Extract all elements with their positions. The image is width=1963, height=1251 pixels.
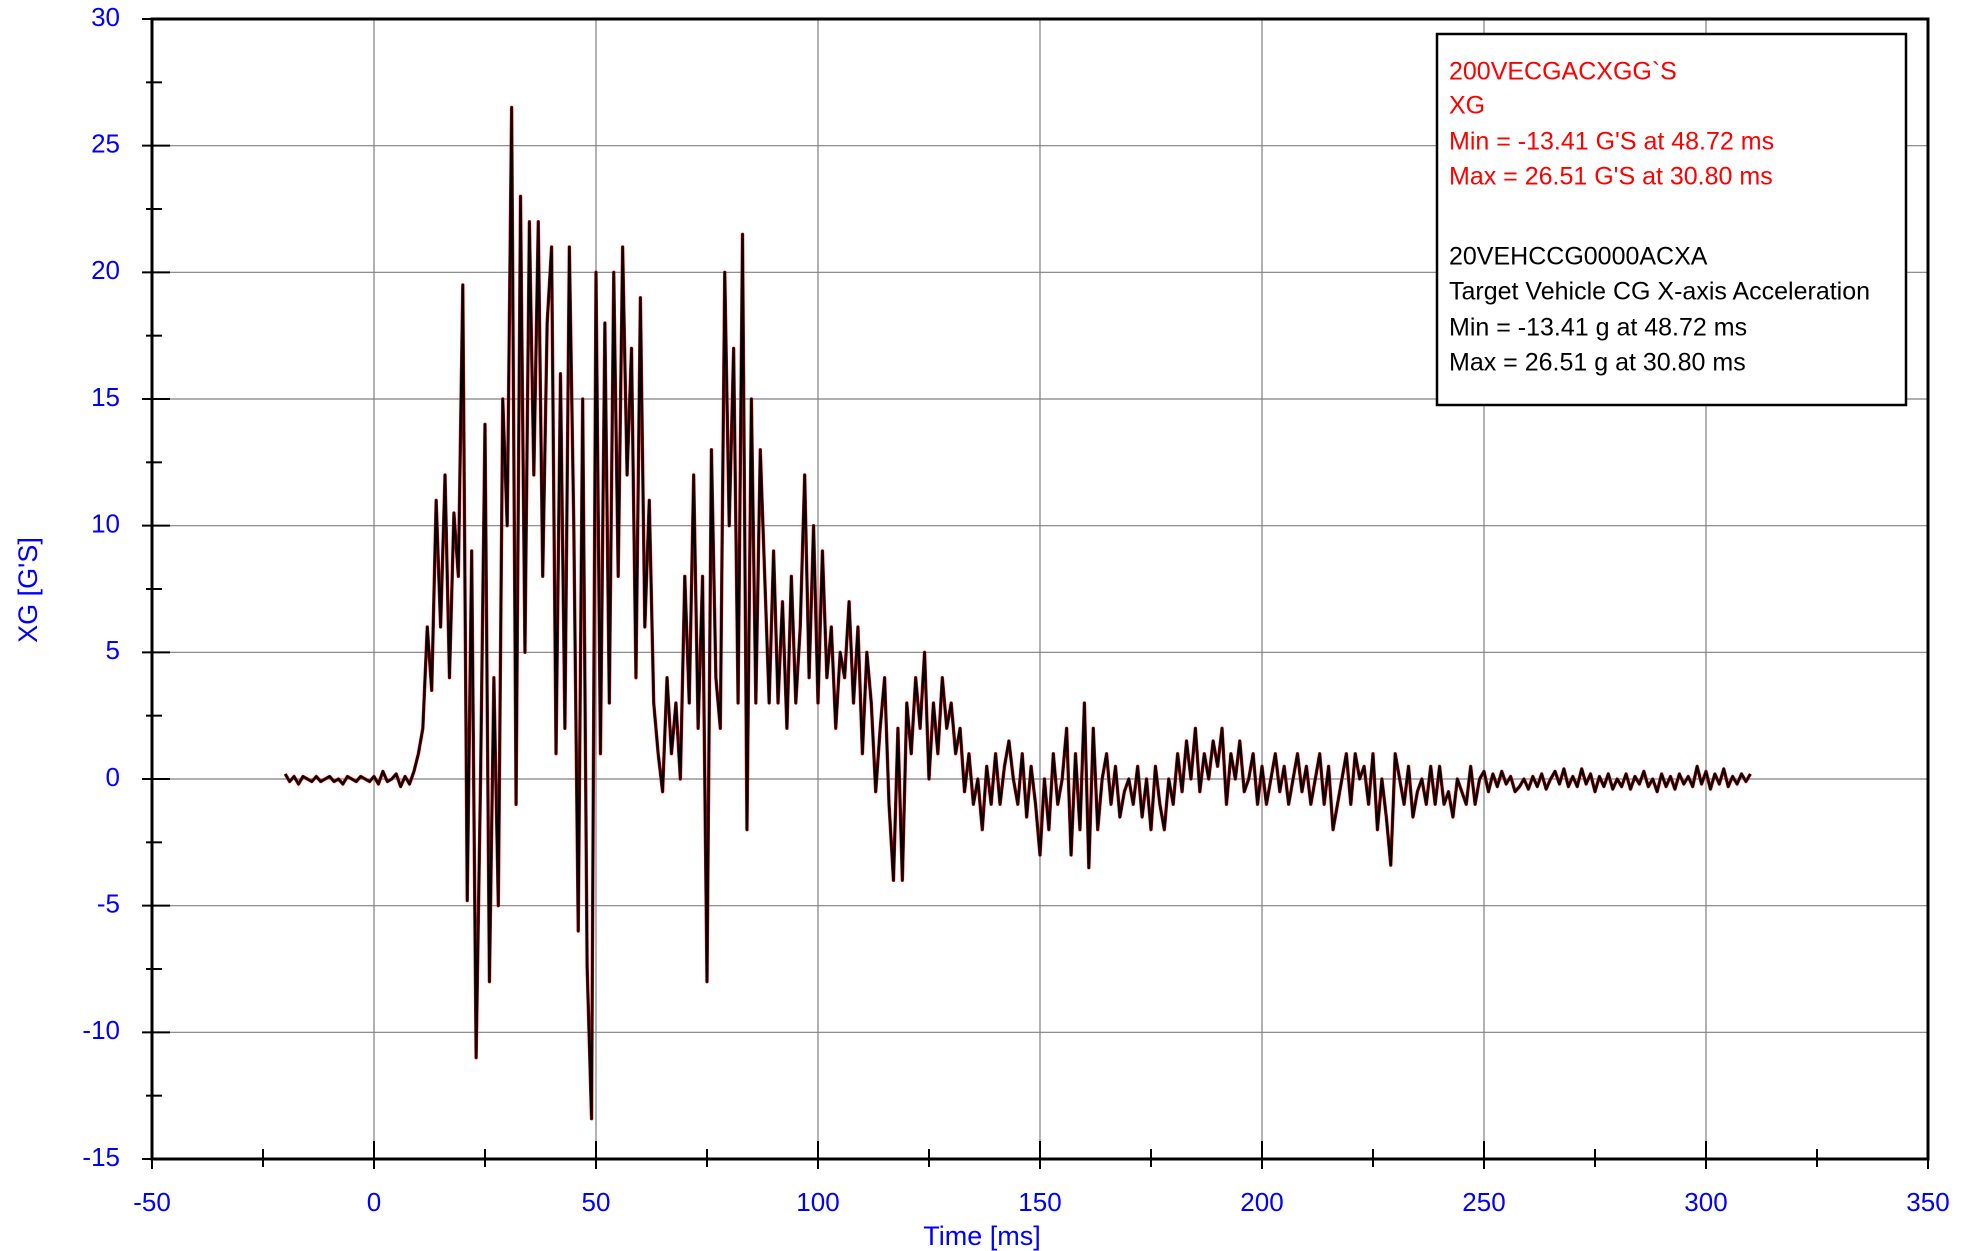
y-tick-label: -5 (97, 889, 120, 919)
legend-text: 20VEHCCG0000ACXA (1449, 243, 1708, 271)
legend-text: Max = 26.51 g at 30.80 ms (1449, 349, 1746, 377)
x-tick-label: 100 (796, 1187, 839, 1217)
x-axis-label: Time [ms] (923, 1221, 1041, 1251)
legend-box (1435, 32, 1908, 407)
legend-text: Min = -13.41 g at 48.72 ms (1449, 314, 1747, 342)
x-tick-label: 200 (1240, 1187, 1283, 1217)
y-tick-label: 15 (91, 382, 120, 412)
y-axis-label: XG [G'S] (13, 537, 43, 643)
legend-text: Max = 26.51 G'S at 30.80 ms (1449, 163, 1773, 191)
y-tick-label: 20 (91, 255, 120, 285)
x-tick-label: 350 (1906, 1187, 1949, 1217)
x-tick-label: 0 (367, 1187, 381, 1217)
legend-text: 200VECGACXGG`S (1449, 58, 1677, 86)
y-tick-label: 10 (91, 509, 120, 539)
ticks: -50 0 50 100 150 200 250 300 350-15-10-505101520… (82, 2, 1949, 1217)
x-tick-label: -50 (133, 1187, 171, 1217)
plot-lines (283, 105, 1752, 1121)
series-line (284, 106, 1752, 1120)
y-tick-label: 30 (91, 2, 120, 32)
x-tick-label: 250 (1462, 1187, 1505, 1217)
grid (151, 18, 1929, 1160)
y-tick-label: 25 (91, 129, 120, 159)
legend: 200VECGACXGG`S XG Min = -13.41 G'S at 48.7… (1449, 58, 1870, 377)
y-tick-label: -15 (82, 1142, 120, 1172)
x-tick-label: 300 (1684, 1187, 1727, 1217)
legend-text: Min = -13.41 G'S at 48.72 ms (1449, 128, 1774, 156)
y-tick-label: 0 (106, 762, 120, 792)
legend-text: XG (1449, 92, 1485, 120)
legend-text: Target Vehicle CG X-axis Acceleration (1449, 278, 1870, 306)
y-tick-label: -10 (82, 1015, 120, 1045)
y-tick-label: 5 (106, 635, 120, 665)
x-tick-label: 50 (582, 1187, 611, 1217)
x-tick-label: 150 (1018, 1187, 1061, 1217)
